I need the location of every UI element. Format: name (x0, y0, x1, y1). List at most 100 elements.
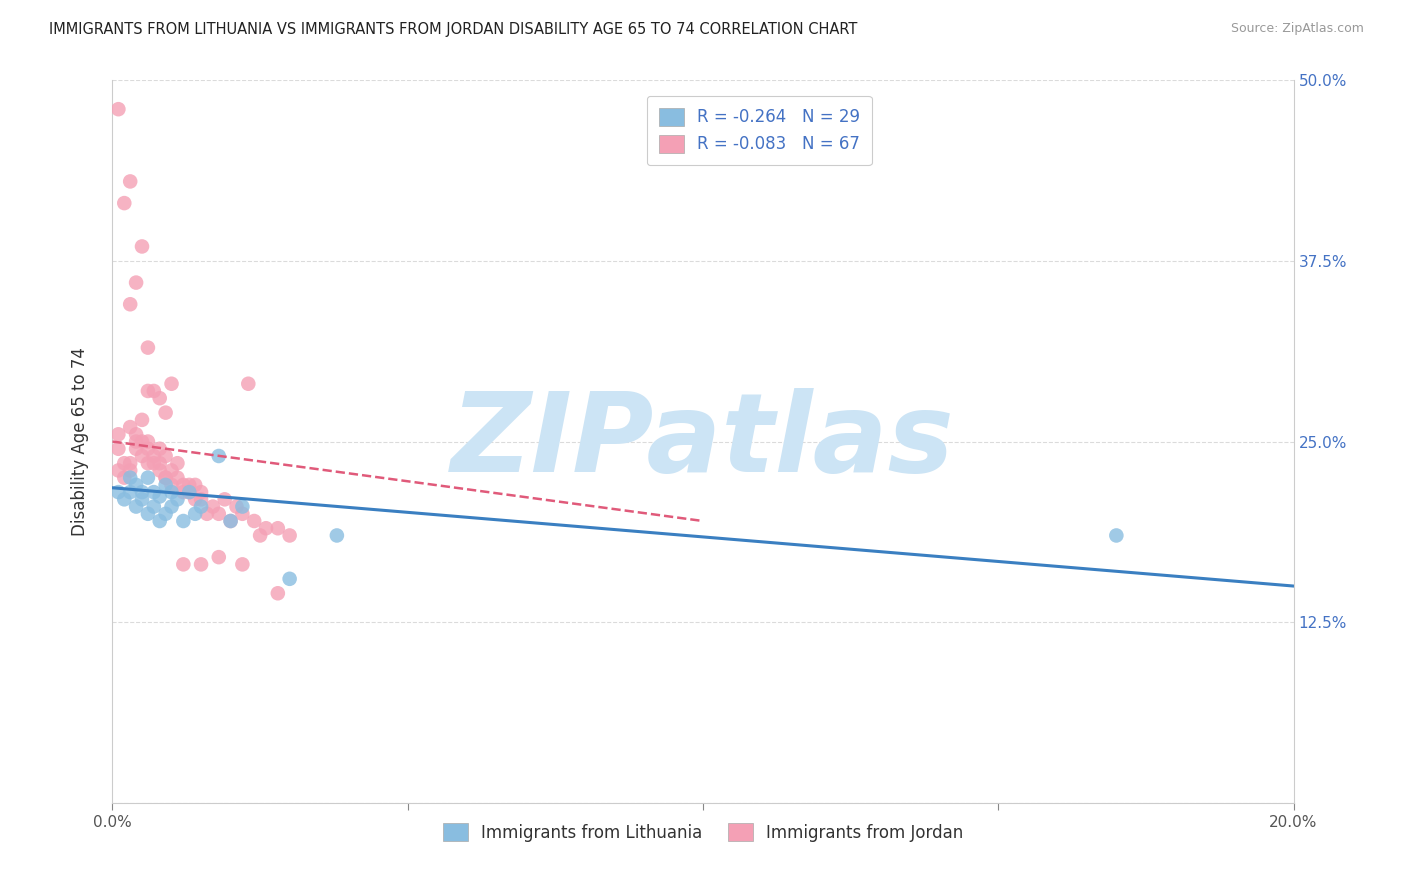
Point (125, 434, 148, 449)
Point (149, 391, 172, 405)
Point (214, 492, 236, 507)
Point (190, 485, 212, 500)
Point (231, 507, 253, 521)
Point (231, 558, 253, 572)
Point (160, 376, 183, 391)
Legend: Immigrants from Lithuania, Immigrants from Jordan: Immigrants from Lithuania, Immigrants fr… (436, 817, 970, 848)
Point (149, 463, 172, 477)
Point (149, 514, 172, 528)
Point (125, 427, 148, 442)
Point (179, 478, 201, 492)
Point (120, 485, 142, 500)
Point (142, 384, 165, 398)
Point (172, 478, 194, 492)
Point (112, 196, 135, 211)
Point (107, 102, 129, 116)
Point (120, 420, 142, 434)
Point (142, 485, 165, 500)
Point (166, 456, 188, 470)
Point (160, 463, 183, 477)
Point (155, 478, 177, 492)
Point (219, 514, 242, 528)
Point (190, 500, 212, 514)
Point (136, 507, 159, 521)
Point (131, 413, 153, 427)
Text: Source: ZipAtlas.com: Source: ZipAtlas.com (1230, 22, 1364, 36)
Point (278, 572, 301, 586)
Point (208, 449, 231, 463)
Point (107, 463, 129, 477)
Point (160, 485, 183, 500)
Point (155, 449, 177, 463)
Point (201, 500, 224, 514)
Point (136, 470, 159, 484)
Point (219, 514, 242, 528)
Point (179, 485, 201, 500)
Point (107, 427, 129, 442)
Point (125, 276, 148, 290)
Point (136, 442, 159, 456)
Point (267, 521, 290, 535)
Point (149, 490, 172, 504)
Point (107, 442, 129, 456)
Point (136, 384, 159, 398)
Point (155, 470, 177, 484)
Point (190, 492, 212, 507)
Point (131, 434, 153, 449)
Point (160, 500, 183, 514)
Point (131, 492, 153, 507)
Point (326, 528, 349, 542)
Text: ZIPatlas: ZIPatlas (451, 388, 955, 495)
Point (254, 521, 277, 535)
Point (120, 463, 142, 477)
Point (172, 514, 194, 528)
Point (238, 376, 260, 391)
Point (149, 442, 172, 456)
Point (184, 478, 207, 492)
Point (155, 406, 177, 420)
Point (107, 485, 129, 500)
Point (249, 528, 271, 542)
Point (278, 528, 301, 542)
Point (136, 341, 159, 355)
Point (142, 449, 165, 463)
Point (172, 558, 194, 572)
Point (125, 442, 148, 456)
Point (184, 507, 207, 521)
Point (172, 485, 194, 500)
Point (112, 456, 135, 470)
Point (120, 297, 142, 311)
Point (184, 492, 207, 507)
Point (267, 586, 290, 600)
Point (120, 456, 142, 470)
Point (120, 174, 142, 188)
Point (136, 456, 159, 470)
Point (1105, 528, 1128, 542)
Point (208, 507, 231, 521)
Point (142, 456, 165, 470)
Point (155, 470, 177, 484)
Point (231, 500, 253, 514)
Point (112, 492, 135, 507)
Point (195, 507, 218, 521)
Text: IMMIGRANTS FROM LITHUANIA VS IMMIGRANTS FROM JORDAN DISABILITY AGE 65 TO 74 CORR: IMMIGRANTS FROM LITHUANIA VS IMMIGRANTS … (49, 22, 858, 37)
Point (149, 456, 172, 470)
Point (131, 485, 153, 500)
Point (179, 485, 201, 500)
Point (243, 514, 266, 528)
Point (131, 239, 153, 253)
Point (125, 500, 148, 514)
Point (120, 470, 142, 484)
Point (142, 500, 165, 514)
Point (125, 478, 148, 492)
Point (190, 558, 212, 572)
Point (112, 470, 135, 484)
Point (155, 507, 177, 521)
Point (166, 470, 188, 484)
Point (166, 492, 188, 507)
Point (208, 550, 231, 565)
Y-axis label: Disability Age 65 to 74: Disability Age 65 to 74 (70, 347, 89, 536)
Point (131, 449, 153, 463)
Point (160, 478, 183, 492)
Point (136, 434, 159, 449)
